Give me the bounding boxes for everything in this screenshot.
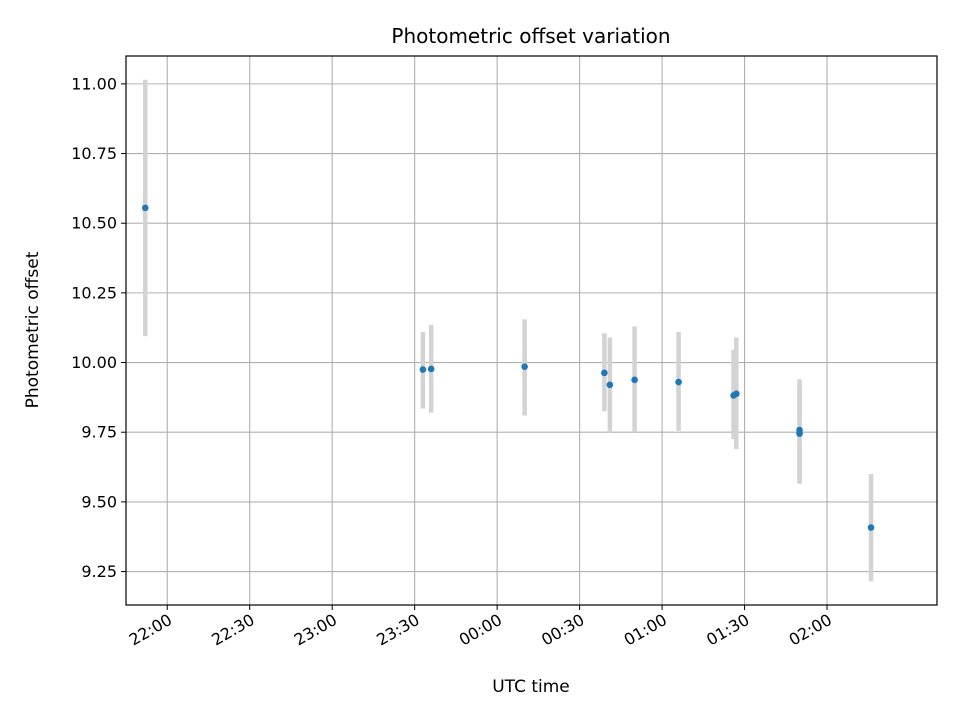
x-tick-label: 01:00 [621,610,670,650]
x-tick-label: 00:00 [456,610,505,650]
plot-frame [125,55,938,606]
x-tick-label: 01:30 [703,610,752,650]
y-tick-label: 10.75 [71,144,117,163]
y-tick-label: 9.25 [81,562,117,581]
data-point [601,369,608,377]
x-axis-title: UTC time [492,677,570,697]
y-tick-label: 9.50 [81,492,117,511]
data-point [427,365,435,373]
y-tick-label: 10.25 [71,283,117,302]
data-point [419,366,427,373]
x-tick-label: 22:00 [126,610,175,650]
data-point [606,381,614,389]
data-point [796,430,803,437]
data-point [675,378,682,386]
x-tick-label: 23:00 [291,610,340,650]
data-point [867,524,875,531]
x-axis-ticks: 22:00 22:30 23:00 23:30 00:00 00:30 01:00 01:30… [126,605,835,650]
y-axis-title: Photometric offset [23,251,43,408]
x-tick-label: 23:30 [373,610,422,650]
data-point [141,204,149,212]
chart-title: Photometric offset variation [391,24,670,48]
y-tick-label: 11.00 [71,74,117,93]
y-tick-label: 9.75 [81,423,117,442]
y-axis-ticks: 9.25 9.50 9.75 10.00 10.25 10.50 10.75 11.00 [71,74,126,581]
data-point [631,376,638,384]
x-tick-label: 02:00 [786,610,835,650]
y-tick-label: 10.00 [71,353,117,372]
x-tick-label: 00:30 [538,610,587,650]
point-layer [141,204,875,531]
x-tick-label: 22:30 [208,610,257,650]
y-tick-label: 10.50 [71,214,117,233]
data-point [733,390,740,398]
errorbar-layer [142,79,874,582]
grid-layer [126,56,937,605]
data-point [521,363,528,371]
